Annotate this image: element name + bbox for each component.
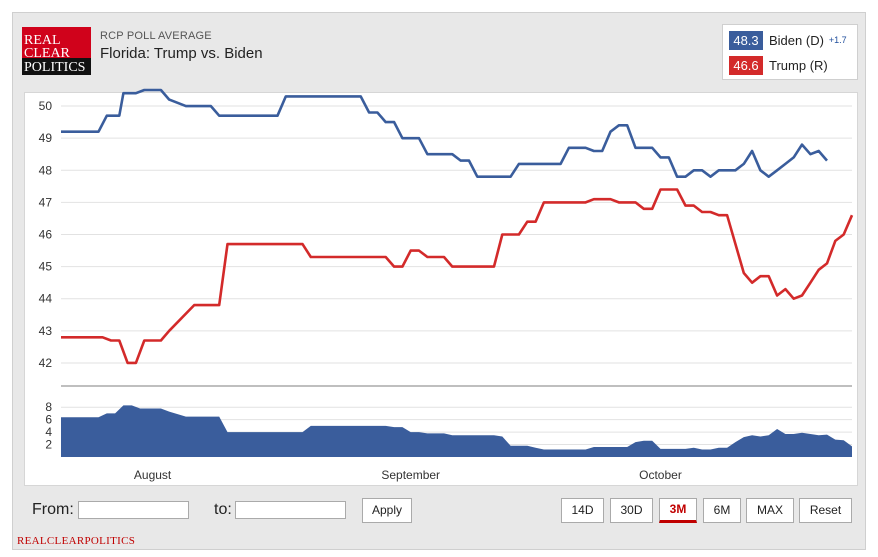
y-tick-label: 47 [39,195,53,209]
y-tick-label: 48 [39,163,53,177]
trump-line [61,188,854,365]
legend-trump: 46.6 Trump (R) [729,55,828,75]
from-date-input[interactable] [78,501,189,519]
logo-line-3: POLITICS [24,60,86,75]
trump-value-badge: 46.6 [729,55,763,75]
from-label: From: [32,501,74,518]
range-30d-button[interactable]: 30D [610,498,653,523]
to-label: to: [214,501,232,518]
y-tick-label: 50 [39,99,53,113]
chart-title: Florida: Trump vs. Biden [100,45,263,62]
spread-y-tick-label: 8 [45,400,52,414]
y-tick-label: 43 [39,324,53,338]
spread-y-tick-label: 2 [45,438,52,452]
logo-line-1: REAL [24,33,61,48]
y-tick-label: 44 [39,292,53,306]
x-tick-label: September [381,468,440,482]
biden-value-badge: 48.3 [729,30,763,50]
legend: 48.3 Biden (D) +1.7 46.6 Trump (R) [722,24,858,80]
logo-line-2: CLEAR [24,46,70,61]
trump-name: Trump (R) [769,57,828,73]
y-tick-label: 46 [39,228,53,242]
x-tick-label: August [134,468,172,482]
poll-average-label: RCP POLL AVERAGE [100,30,212,42]
range-max-button[interactable]: MAX [746,498,794,523]
range-14d-button[interactable]: 14D [561,498,604,523]
spread-y-tick-label: 4 [45,425,52,439]
spread-area [61,405,852,457]
apply-button[interactable]: Apply [362,498,412,523]
range-6m-button[interactable]: 6M [703,498,741,523]
spread-y-tick-label: 6 [45,413,52,427]
biden-line [61,88,828,178]
footer-brand: REALCLEARPOLITICS [17,535,136,547]
reset-button[interactable]: Reset [799,498,852,523]
legend-biden: 48.3 Biden (D) +1.7 [729,30,847,50]
x-tick-label: October [639,468,682,482]
range-3m-button[interactable]: 3M [659,498,697,523]
y-tick-label: 49 [39,131,53,145]
to-date-input[interactable] [235,501,346,519]
biden-name: Biden (D) [769,32,824,48]
rcp-logo: REAL CLEAR POLITICS [22,27,91,75]
y-tick-label: 45 [39,260,53,274]
biden-spread: +1.7 [828,35,847,45]
date-controls: From: to: Apply 14D 30D 3M 6M MAX Reset [24,492,858,532]
y-tick-label: 42 [39,356,53,370]
